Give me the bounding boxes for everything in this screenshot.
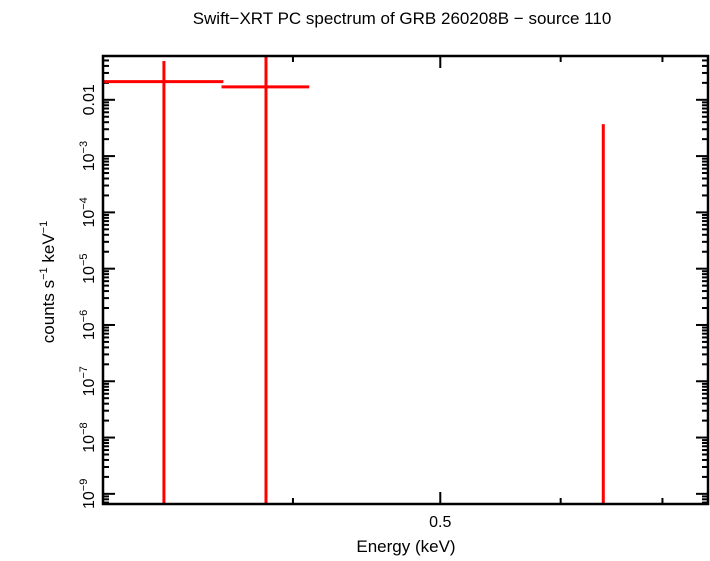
y-tick-label-base: 0.01: [81, 84, 98, 115]
y-tick-label-exponent: −6: [78, 310, 90, 323]
chart-title: Swift−XRT PC spectrum of GRB 260208B − s…: [193, 9, 612, 28]
y-tick-label: 10−8: [78, 422, 98, 452]
y-tick-label-exponent: −4: [78, 197, 90, 210]
y-tick-label-base: 10: [81, 210, 98, 228]
y-tick-label-base: 10: [81, 153, 98, 171]
y-tick-label: 10−9: [78, 479, 98, 509]
y-tick-label-exponent: −5: [78, 254, 90, 267]
data-point: [103, 60, 224, 504]
y-tick-label-base: 10: [81, 266, 98, 284]
data-point: [221, 56, 310, 504]
y-tick-label-exponent: −3: [78, 141, 90, 154]
y-axis-label: counts s−1 keV−1: [38, 221, 58, 343]
y-tick-label: 10−5: [78, 254, 98, 284]
y-tick-label-exponent: −7: [78, 366, 90, 379]
data-points: [103, 56, 605, 504]
x-tick-label: 0.5: [429, 514, 451, 531]
y-tick-label-base: 10: [81, 322, 98, 340]
y-tick-label-exponent: −8: [78, 422, 90, 435]
y-axis-label-main: counts s: [39, 280, 58, 343]
y-tick-label: 0.01: [81, 84, 98, 115]
y-tick-label-exponent: −9: [78, 479, 90, 492]
y-tick-label-base: 10: [81, 491, 98, 509]
y-axis-label-mid: keV: [39, 233, 58, 268]
y-tick-label-base: 10: [81, 379, 98, 397]
y-tick-label-base: 10: [81, 435, 98, 453]
y-tick-label: 10−6: [78, 310, 98, 340]
y-axis-label-sup2: −1: [38, 221, 50, 234]
y-axis-label-sup1: −1: [38, 267, 50, 280]
x-axis-label: Energy (keV): [356, 537, 455, 556]
plot-frame: [101, 54, 710, 506]
y-tick-label: 10−4: [78, 197, 98, 227]
y-tick-label: 10−7: [78, 366, 98, 396]
y-tick-label: 10−3: [78, 141, 98, 171]
